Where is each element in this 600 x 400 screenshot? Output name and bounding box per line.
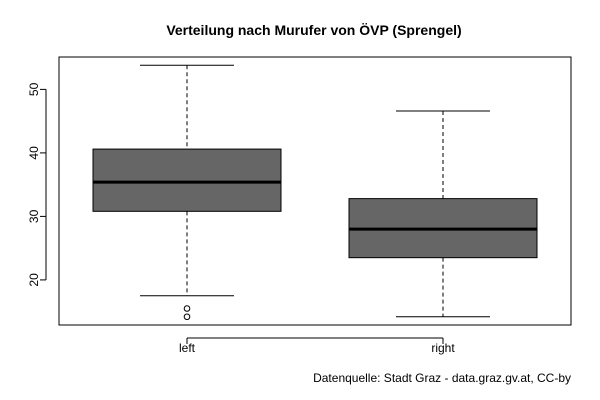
outlier-point-left [183, 313, 191, 321]
x-tick-label-left: left [179, 341, 196, 355]
y-tick-label: 40 [27, 146, 41, 160]
box-left [92, 148, 282, 212]
boxes-group [92, 64, 538, 321]
data-source-caption: Datenquelle: Stadt Graz - data.graz.gv.a… [313, 371, 571, 385]
y-tick-label: 20 [27, 273, 41, 287]
y-axis: 20 30 40 50 [27, 82, 47, 287]
y-tick-label: 30 [27, 209, 41, 223]
x-tick-label-right: right [431, 341, 455, 355]
outlier-point-left [183, 305, 191, 312]
plot-frame [58, 56, 572, 326]
y-tick-label: 50 [27, 82, 41, 96]
chart-title: Verteilung nach Murufer von ÖVP (Sprenge… [166, 22, 461, 38]
x-axis: left right [179, 337, 455, 355]
